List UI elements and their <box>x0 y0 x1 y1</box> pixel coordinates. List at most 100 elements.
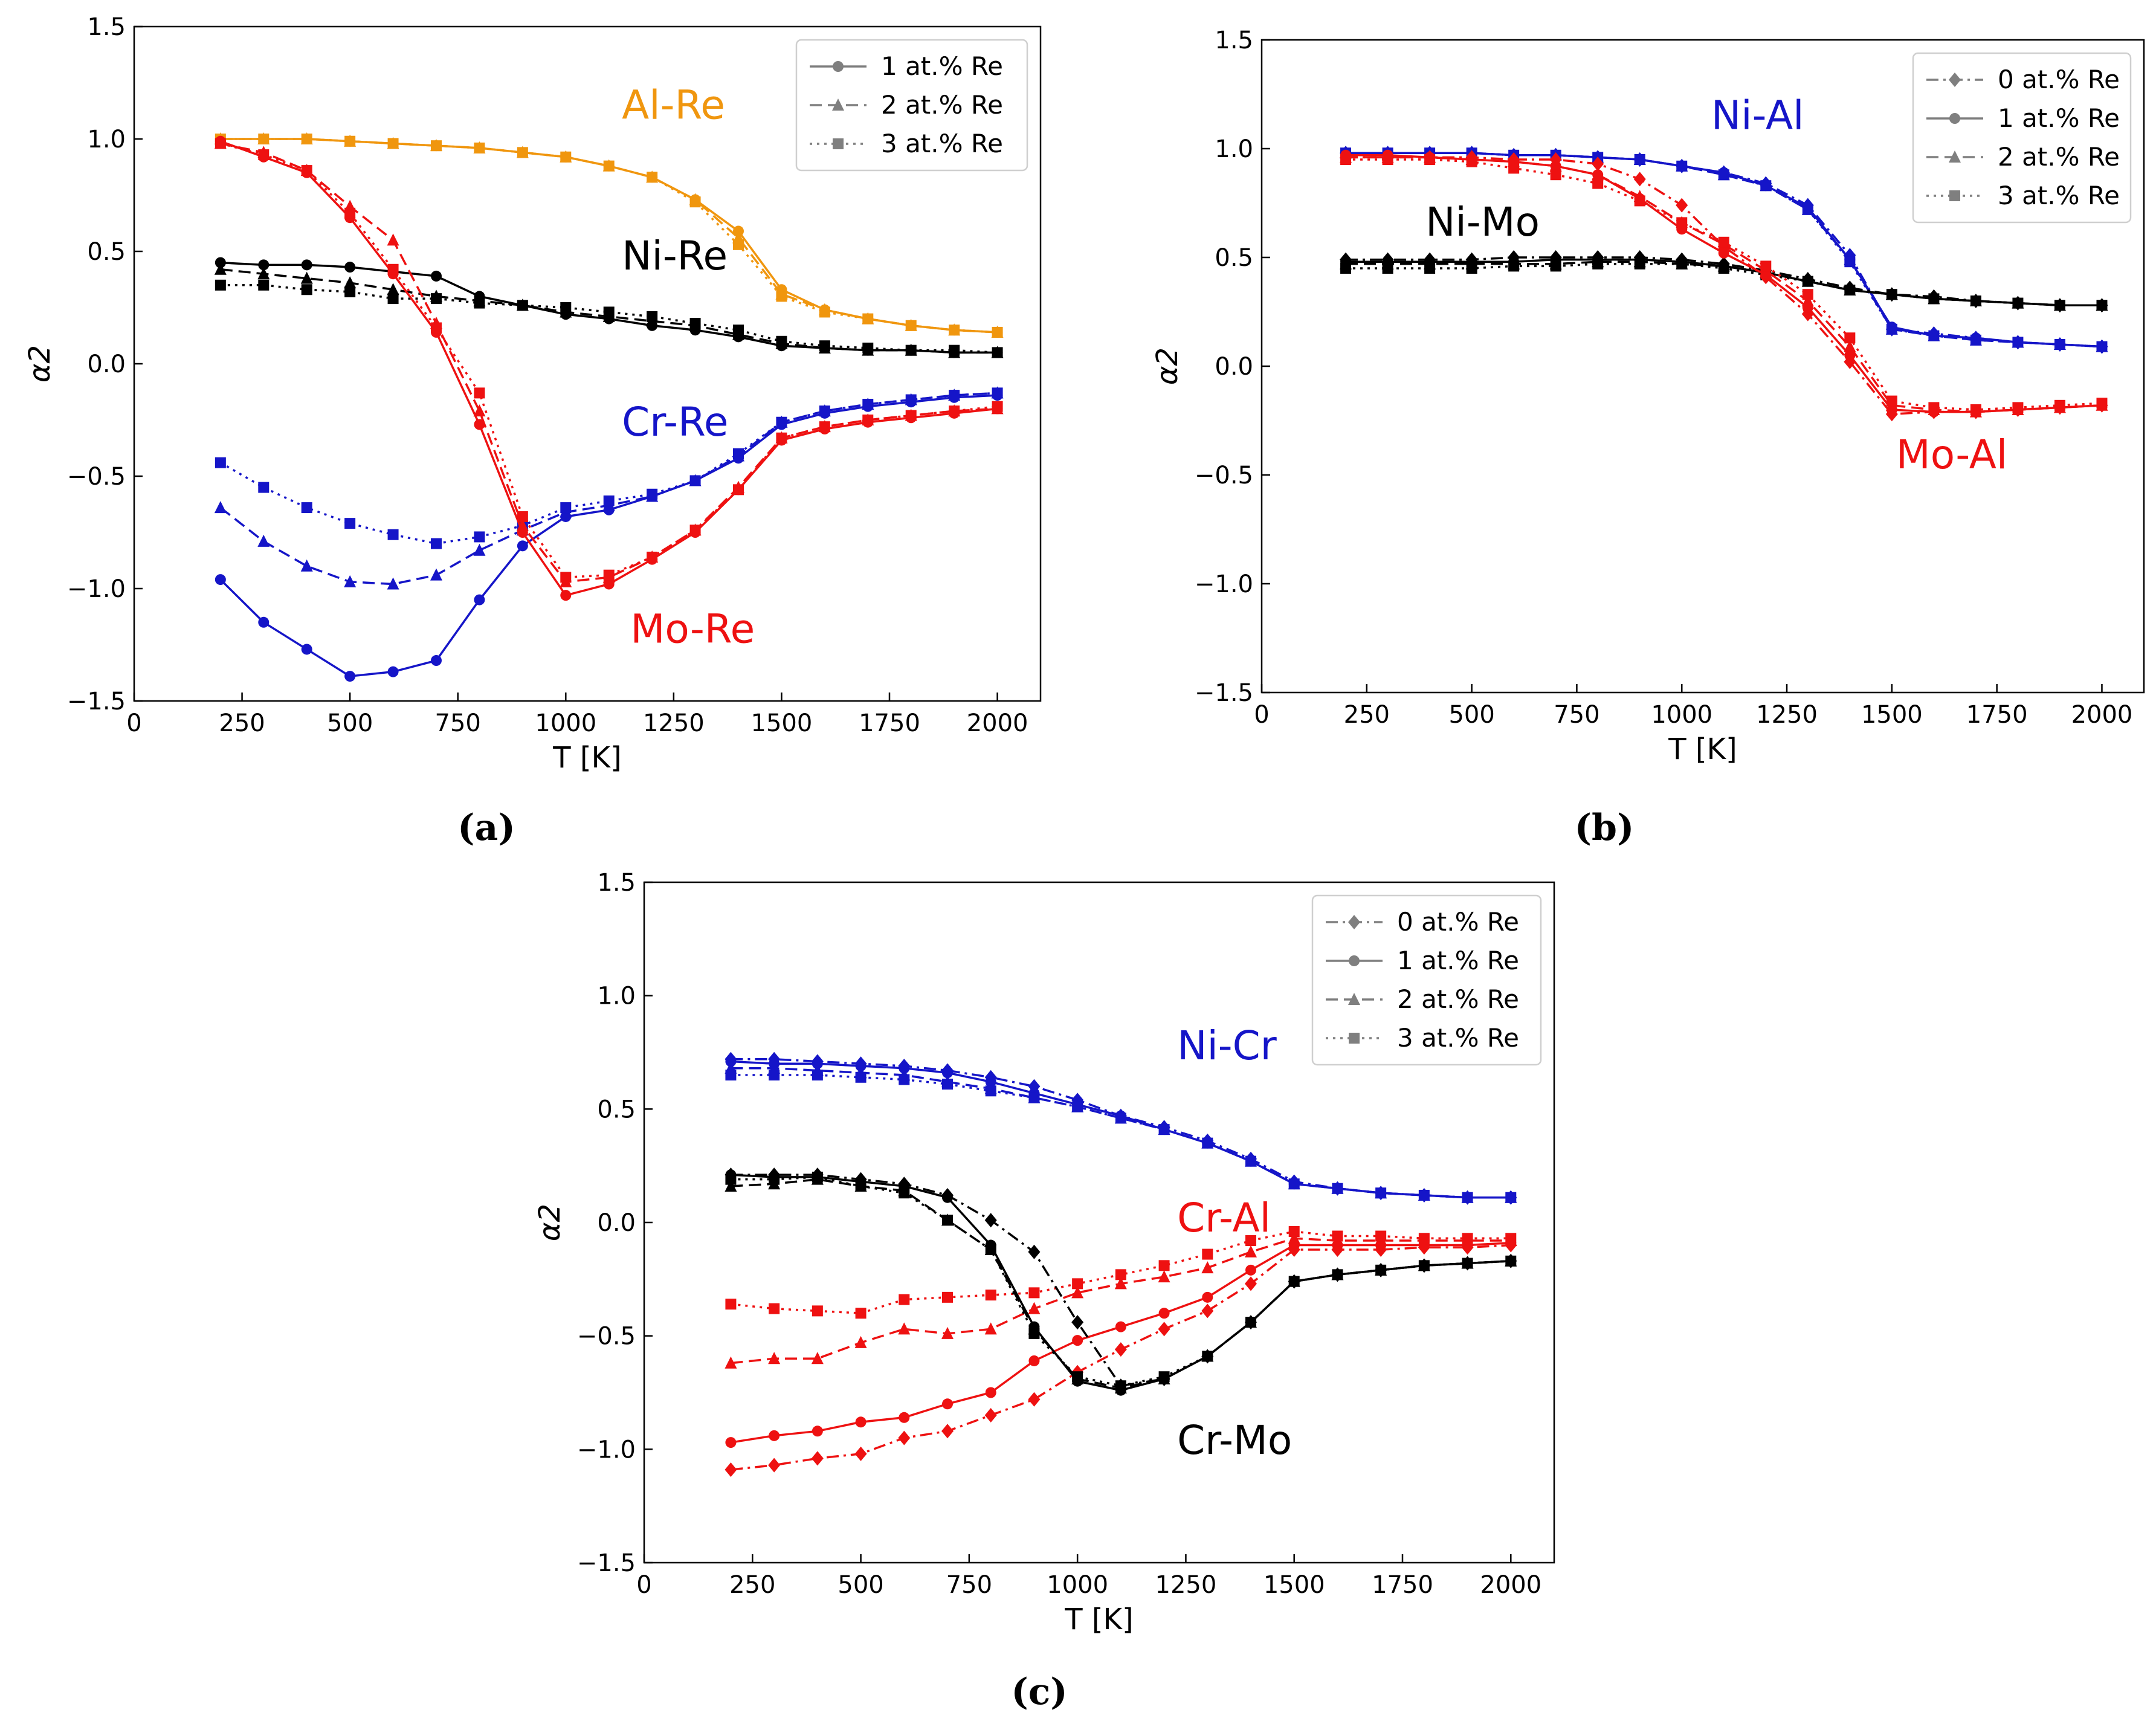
data-point <box>1028 1392 1041 1407</box>
data-point <box>949 325 960 336</box>
data-point <box>647 172 658 183</box>
x-tick-label: 1500 <box>751 709 813 737</box>
data-point <box>387 233 399 246</box>
data-point <box>768 1352 781 1364</box>
x-axis-label: T [K] <box>552 741 622 775</box>
data-point <box>1718 169 1729 181</box>
series-mo-re <box>214 135 1004 601</box>
data-point <box>301 502 312 514</box>
data-point <box>899 1294 910 1305</box>
y-tick-label: −1.0 <box>1195 570 1253 598</box>
data-point <box>725 1437 737 1448</box>
data-point <box>344 262 356 273</box>
data-point <box>985 1076 996 1088</box>
y-tick-label: 1.5 <box>87 13 126 41</box>
data-point <box>1592 178 1604 189</box>
data-point <box>1844 340 1856 352</box>
series-cr-mo <box>725 1167 1517 1396</box>
data-point <box>985 1244 996 1256</box>
data-point <box>905 394 917 405</box>
data-point <box>517 540 528 552</box>
y-tick-label: 1.0 <box>1215 135 1253 163</box>
data-point <box>1245 1317 1256 1328</box>
data-point <box>603 569 615 581</box>
y-axis-label: α2 <box>1151 347 1184 385</box>
legend-box <box>795 39 1028 172</box>
data-point <box>1418 1233 1430 1244</box>
y-tick-label: 0.5 <box>597 1096 636 1123</box>
data-point <box>1072 1371 1083 1383</box>
data-point <box>1115 1321 1126 1332</box>
y-tick-label: −0.5 <box>577 1323 636 1351</box>
data-point <box>725 1299 737 1310</box>
data-point <box>776 416 787 428</box>
data-point <box>517 511 528 522</box>
data-point <box>769 1430 780 1441</box>
x-tick-label: 500 <box>327 709 373 737</box>
x-tick-label: 1000 <box>1047 1571 1108 1599</box>
data-point <box>474 419 485 430</box>
panel-label-a: (a) <box>457 807 515 849</box>
data-point <box>1245 1235 1256 1247</box>
legend-marker <box>1349 1033 1360 1044</box>
data-point <box>1028 1092 1040 1103</box>
legend-box <box>1311 894 1542 1066</box>
data-point <box>1802 204 1813 215</box>
data-point <box>725 1179 737 1192</box>
data-point <box>1028 1328 1040 1339</box>
data-point <box>1072 1335 1083 1346</box>
data-point <box>560 502 572 514</box>
x-tick-label: 500 <box>1448 701 1494 729</box>
curve-label-ni-mo: Ni-Mo <box>1425 199 1540 245</box>
data-point <box>474 142 485 153</box>
data-point <box>301 134 312 144</box>
data-point <box>517 300 528 311</box>
data-point <box>1332 1269 1343 1280</box>
legend-entry-label: 3 at.% Re <box>1998 181 2120 210</box>
data-point <box>733 484 744 496</box>
data-point <box>1844 285 1856 295</box>
data-point <box>855 1416 867 1428</box>
data-point <box>949 390 960 401</box>
y-tick-label: −0.5 <box>1195 462 1253 489</box>
series-al-re <box>214 132 1004 338</box>
data-point <box>1158 1322 1170 1337</box>
data-point <box>992 401 1003 412</box>
data-point <box>215 457 226 468</box>
data-point <box>1462 1258 1473 1269</box>
x-tick-label: 1000 <box>1651 701 1712 729</box>
x-axis-label: T [K] <box>1668 732 1737 766</box>
data-point <box>517 147 528 158</box>
data-point <box>1970 334 1981 346</box>
data-point <box>1382 154 1393 165</box>
data-point <box>1844 256 1856 268</box>
legend-entry-label: 3 at.% Re <box>1397 1023 1519 1053</box>
data-point <box>1928 402 1940 413</box>
legend-marker <box>1348 915 1360 929</box>
data-point <box>1633 172 1646 187</box>
data-point <box>942 1215 953 1226</box>
data-point <box>811 1451 824 1466</box>
data-point <box>941 1326 954 1339</box>
data-point <box>1592 157 1604 172</box>
data-point <box>2054 399 2065 411</box>
data-point <box>1886 395 1897 407</box>
x-tick-label: 250 <box>729 1571 775 1599</box>
data-point <box>431 270 442 282</box>
series-ni-mo <box>1340 250 2108 313</box>
data-point <box>1760 180 1772 192</box>
y-tick-label: 0.5 <box>87 238 126 266</box>
data-point <box>769 1303 780 1314</box>
data-point <box>898 1322 911 1335</box>
series-line-mo-re-circle <box>220 140 998 597</box>
legend-marker <box>1949 150 1961 163</box>
y-tick-label: 1.5 <box>597 869 636 897</box>
data-point <box>1332 1183 1343 1194</box>
data-point <box>431 538 442 549</box>
data-point <box>819 306 830 318</box>
series-line-ni-cr-triangle <box>731 1067 1511 1199</box>
y-axis-label: α2 <box>23 345 57 383</box>
data-point <box>1288 1226 1300 1238</box>
data-point <box>725 1174 737 1185</box>
data-point <box>474 387 485 399</box>
